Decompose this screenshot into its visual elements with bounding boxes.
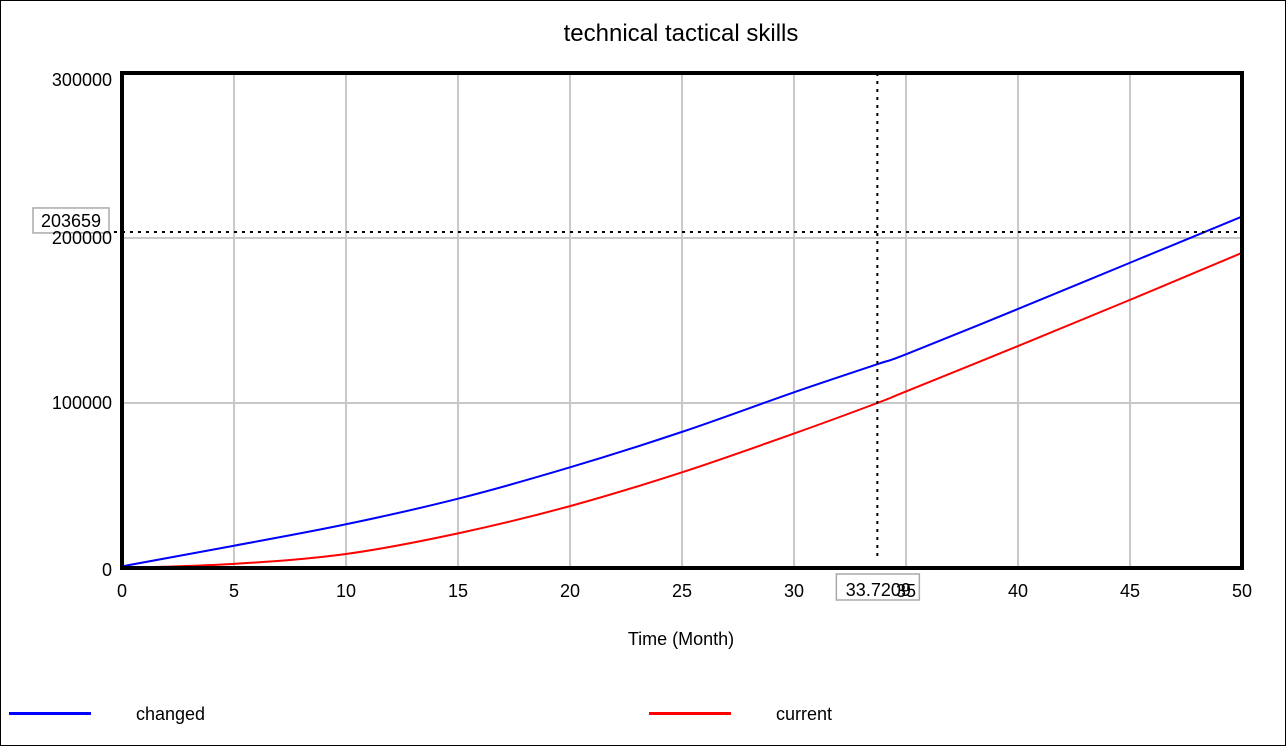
x-tick-label: 0 [117,581,127,601]
tick-layer: 0 5 10 15 20 25 30 35 40 45 50 0 100000 200000 300000 [52,70,1252,601]
x-tick-label: 25 [672,581,692,601]
cursor-x-readout: 33.7209 [835,573,921,601]
legend-swatch-current [649,712,731,715]
series-line-changed [121,215,1243,568]
x-tick-label: 45 [1120,581,1140,601]
legend-item-current: current [640,700,940,728]
cursor-layer: 203659 33.7209 [32,73,1242,601]
x-axis-label: Time (Month) [628,629,734,649]
cursor-x-readout-box [835,573,921,601]
cursor-x-readout-label: 33.7209 [846,580,911,600]
cursor-y-readout-label: 203659 [41,211,101,231]
cursor-y-readout: 203659 [32,207,110,234]
x-tick-label: 20 [560,581,580,601]
x-tick-label: 5 [229,581,239,601]
legend-label-changed: changed [136,704,206,724]
grid [121,72,1243,569]
series-line-current [121,251,1243,569]
x-tick-label: 30 [784,581,804,601]
y-tick-label: 300000 [52,70,112,90]
y-tick-label: 200000 [52,228,112,248]
series-layer [121,215,1243,569]
y-tick-label: 0 [102,560,112,580]
y-tick-label: 100000 [52,393,112,413]
x-tick-label: 50 [1232,581,1252,601]
x-tick-label: 40 [1008,581,1028,601]
cursor-y-readout-box [32,207,110,234]
x-tick-label: 15 [448,581,468,601]
x-tick-label: 10 [336,581,356,601]
x-tick-label: 35 [896,581,916,601]
legend-label-current: current [776,704,833,724]
plot-border [120,71,1244,570]
chart-title: technical tactical skills [564,20,799,47]
legend-item-changed: changed [0,700,300,728]
legend-swatch-changed [9,712,91,715]
